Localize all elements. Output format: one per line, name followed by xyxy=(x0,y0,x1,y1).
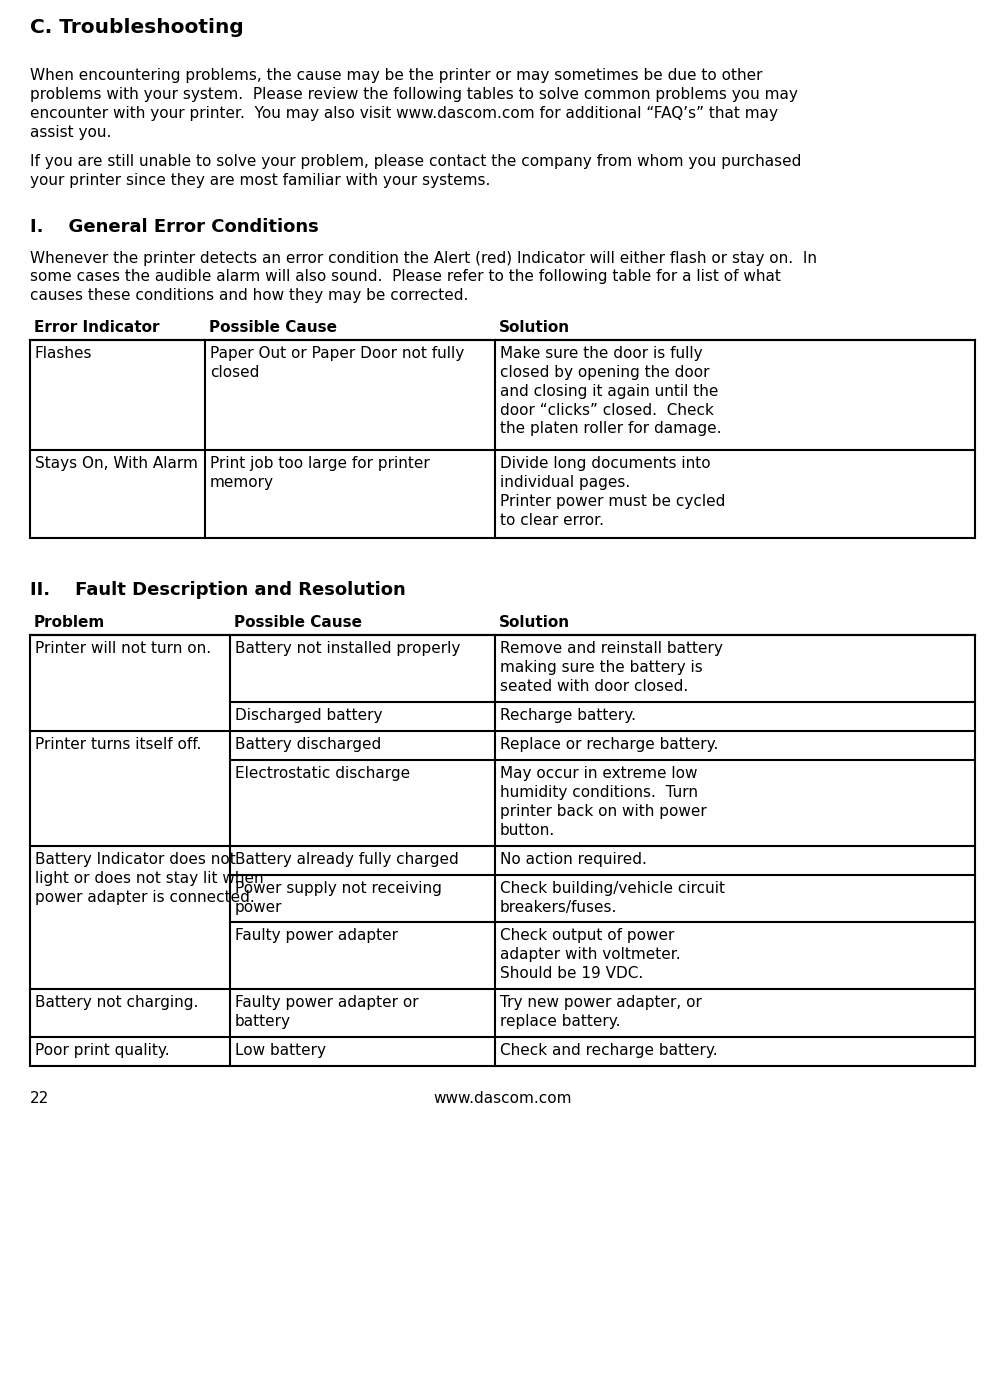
Text: Problem: Problem xyxy=(34,616,106,630)
Text: Low battery: Low battery xyxy=(235,1043,326,1058)
Text: No action required.: No action required. xyxy=(500,852,647,867)
Text: closed by opening the door: closed by opening the door xyxy=(500,365,710,380)
Text: replace battery.: replace battery. xyxy=(500,1014,620,1029)
Text: and closing it again until the: and closing it again until the xyxy=(500,383,719,398)
Text: Printer turns itself off.: Printer turns itself off. xyxy=(35,737,201,752)
Text: Should be 19 VDC.: Should be 19 VDC. xyxy=(500,966,643,981)
Text: Try new power adapter, or: Try new power adapter, or xyxy=(500,995,701,1010)
Text: Flashes: Flashes xyxy=(35,346,92,361)
Text: Whenever the printer detects an error condition the Alert (red) Indicator will e: Whenever the printer detects an error co… xyxy=(30,251,817,266)
Text: Battery already fully charged: Battery already fully charged xyxy=(235,852,458,867)
Text: button.: button. xyxy=(500,823,555,838)
Text: power adapter is connected.: power adapter is connected. xyxy=(35,890,254,904)
Text: Print job too large for printer: Print job too large for printer xyxy=(210,456,430,471)
Text: Power supply not receiving: Power supply not receiving xyxy=(235,881,442,896)
Text: When encountering problems, the cause may be the printer or may sometimes be due: When encountering problems, the cause ma… xyxy=(30,68,763,83)
Text: Battery discharged: Battery discharged xyxy=(235,737,381,752)
Text: encounter with your printer.  You may also visit www.dascom.com for additional “: encounter with your printer. You may als… xyxy=(30,106,778,121)
Text: adapter with voltmeter.: adapter with voltmeter. xyxy=(500,948,680,962)
Text: assist you.: assist you. xyxy=(30,125,112,139)
Text: seated with door closed.: seated with door closed. xyxy=(500,679,688,695)
Text: www.dascom.com: www.dascom.com xyxy=(433,1091,572,1107)
Text: Battery not installed properly: Battery not installed properly xyxy=(235,641,460,656)
Text: light or does not stay lit when: light or does not stay lit when xyxy=(35,871,263,886)
Text: Solution: Solution xyxy=(499,616,570,630)
Text: problems with your system.  Please review the following tables to solve common p: problems with your system. Please review… xyxy=(30,87,798,102)
Text: Faulty power adapter: Faulty power adapter xyxy=(235,929,398,944)
Text: Solution: Solution xyxy=(499,320,570,335)
Text: individual pages.: individual pages. xyxy=(500,474,630,489)
Text: Check output of power: Check output of power xyxy=(500,929,674,944)
Text: battery: battery xyxy=(235,1014,291,1029)
Text: causes these conditions and how they may be corrected.: causes these conditions and how they may… xyxy=(30,288,468,303)
Text: Paper Out or Paper Door not fully: Paper Out or Paper Door not fully xyxy=(210,346,464,361)
Text: closed: closed xyxy=(210,365,259,380)
Text: Printer power must be cycled: Printer power must be cycled xyxy=(500,493,726,508)
Text: printer back on with power: printer back on with power xyxy=(500,803,707,819)
Text: the platen roller for damage.: the platen roller for damage. xyxy=(500,422,722,437)
Text: to clear error.: to clear error. xyxy=(500,513,604,528)
Text: Error Indicator: Error Indicator xyxy=(34,320,160,335)
Text: 22: 22 xyxy=(30,1091,49,1107)
Text: Possible Cause: Possible Cause xyxy=(234,616,362,630)
Text: Recharge battery.: Recharge battery. xyxy=(500,708,636,723)
Text: Replace or recharge battery.: Replace or recharge battery. xyxy=(500,737,719,752)
Text: C. Troubleshooting: C. Troubleshooting xyxy=(30,18,244,37)
Text: Poor print quality.: Poor print quality. xyxy=(35,1043,170,1058)
Text: Remove and reinstall battery: Remove and reinstall battery xyxy=(500,641,723,656)
Text: Faulty power adapter or: Faulty power adapter or xyxy=(235,995,419,1010)
Text: breakers/fuses.: breakers/fuses. xyxy=(500,900,617,915)
Text: May occur in extreme low: May occur in extreme low xyxy=(500,766,697,781)
Text: Battery Indicator does not: Battery Indicator does not xyxy=(35,852,236,867)
Text: Possible Cause: Possible Cause xyxy=(209,320,337,335)
Text: If you are still unable to solve your problem, please contact the company from w: If you are still unable to solve your pr… xyxy=(30,154,801,169)
Text: your printer since they are most familiar with your systems.: your printer since they are most familia… xyxy=(30,174,490,187)
Text: power: power xyxy=(235,900,282,915)
Text: memory: memory xyxy=(210,474,274,489)
Text: Discharged battery: Discharged battery xyxy=(235,708,383,723)
Text: Check building/vehicle circuit: Check building/vehicle circuit xyxy=(500,881,725,896)
Text: humidity conditions.  Turn: humidity conditions. Turn xyxy=(500,785,698,801)
Text: Battery not charging.: Battery not charging. xyxy=(35,995,198,1010)
Text: Electrostatic discharge: Electrostatic discharge xyxy=(235,766,410,781)
Text: II.    Fault Description and Resolution: II. Fault Description and Resolution xyxy=(30,582,406,599)
Text: making sure the battery is: making sure the battery is xyxy=(500,660,702,675)
Text: Make sure the door is fully: Make sure the door is fully xyxy=(500,346,702,361)
Text: Stays On, With Alarm: Stays On, With Alarm xyxy=(35,456,198,471)
Text: I.    General Error Conditions: I. General Error Conditions xyxy=(30,219,319,237)
Text: some cases the audible alarm will also sound.  Please refer to the following tab: some cases the audible alarm will also s… xyxy=(30,270,781,284)
Text: Printer will not turn on.: Printer will not turn on. xyxy=(35,641,211,656)
Text: Divide long documents into: Divide long documents into xyxy=(500,456,711,471)
Text: door “clicks” closed.  Check: door “clicks” closed. Check xyxy=(500,402,714,418)
Text: Check and recharge battery.: Check and recharge battery. xyxy=(500,1043,718,1058)
